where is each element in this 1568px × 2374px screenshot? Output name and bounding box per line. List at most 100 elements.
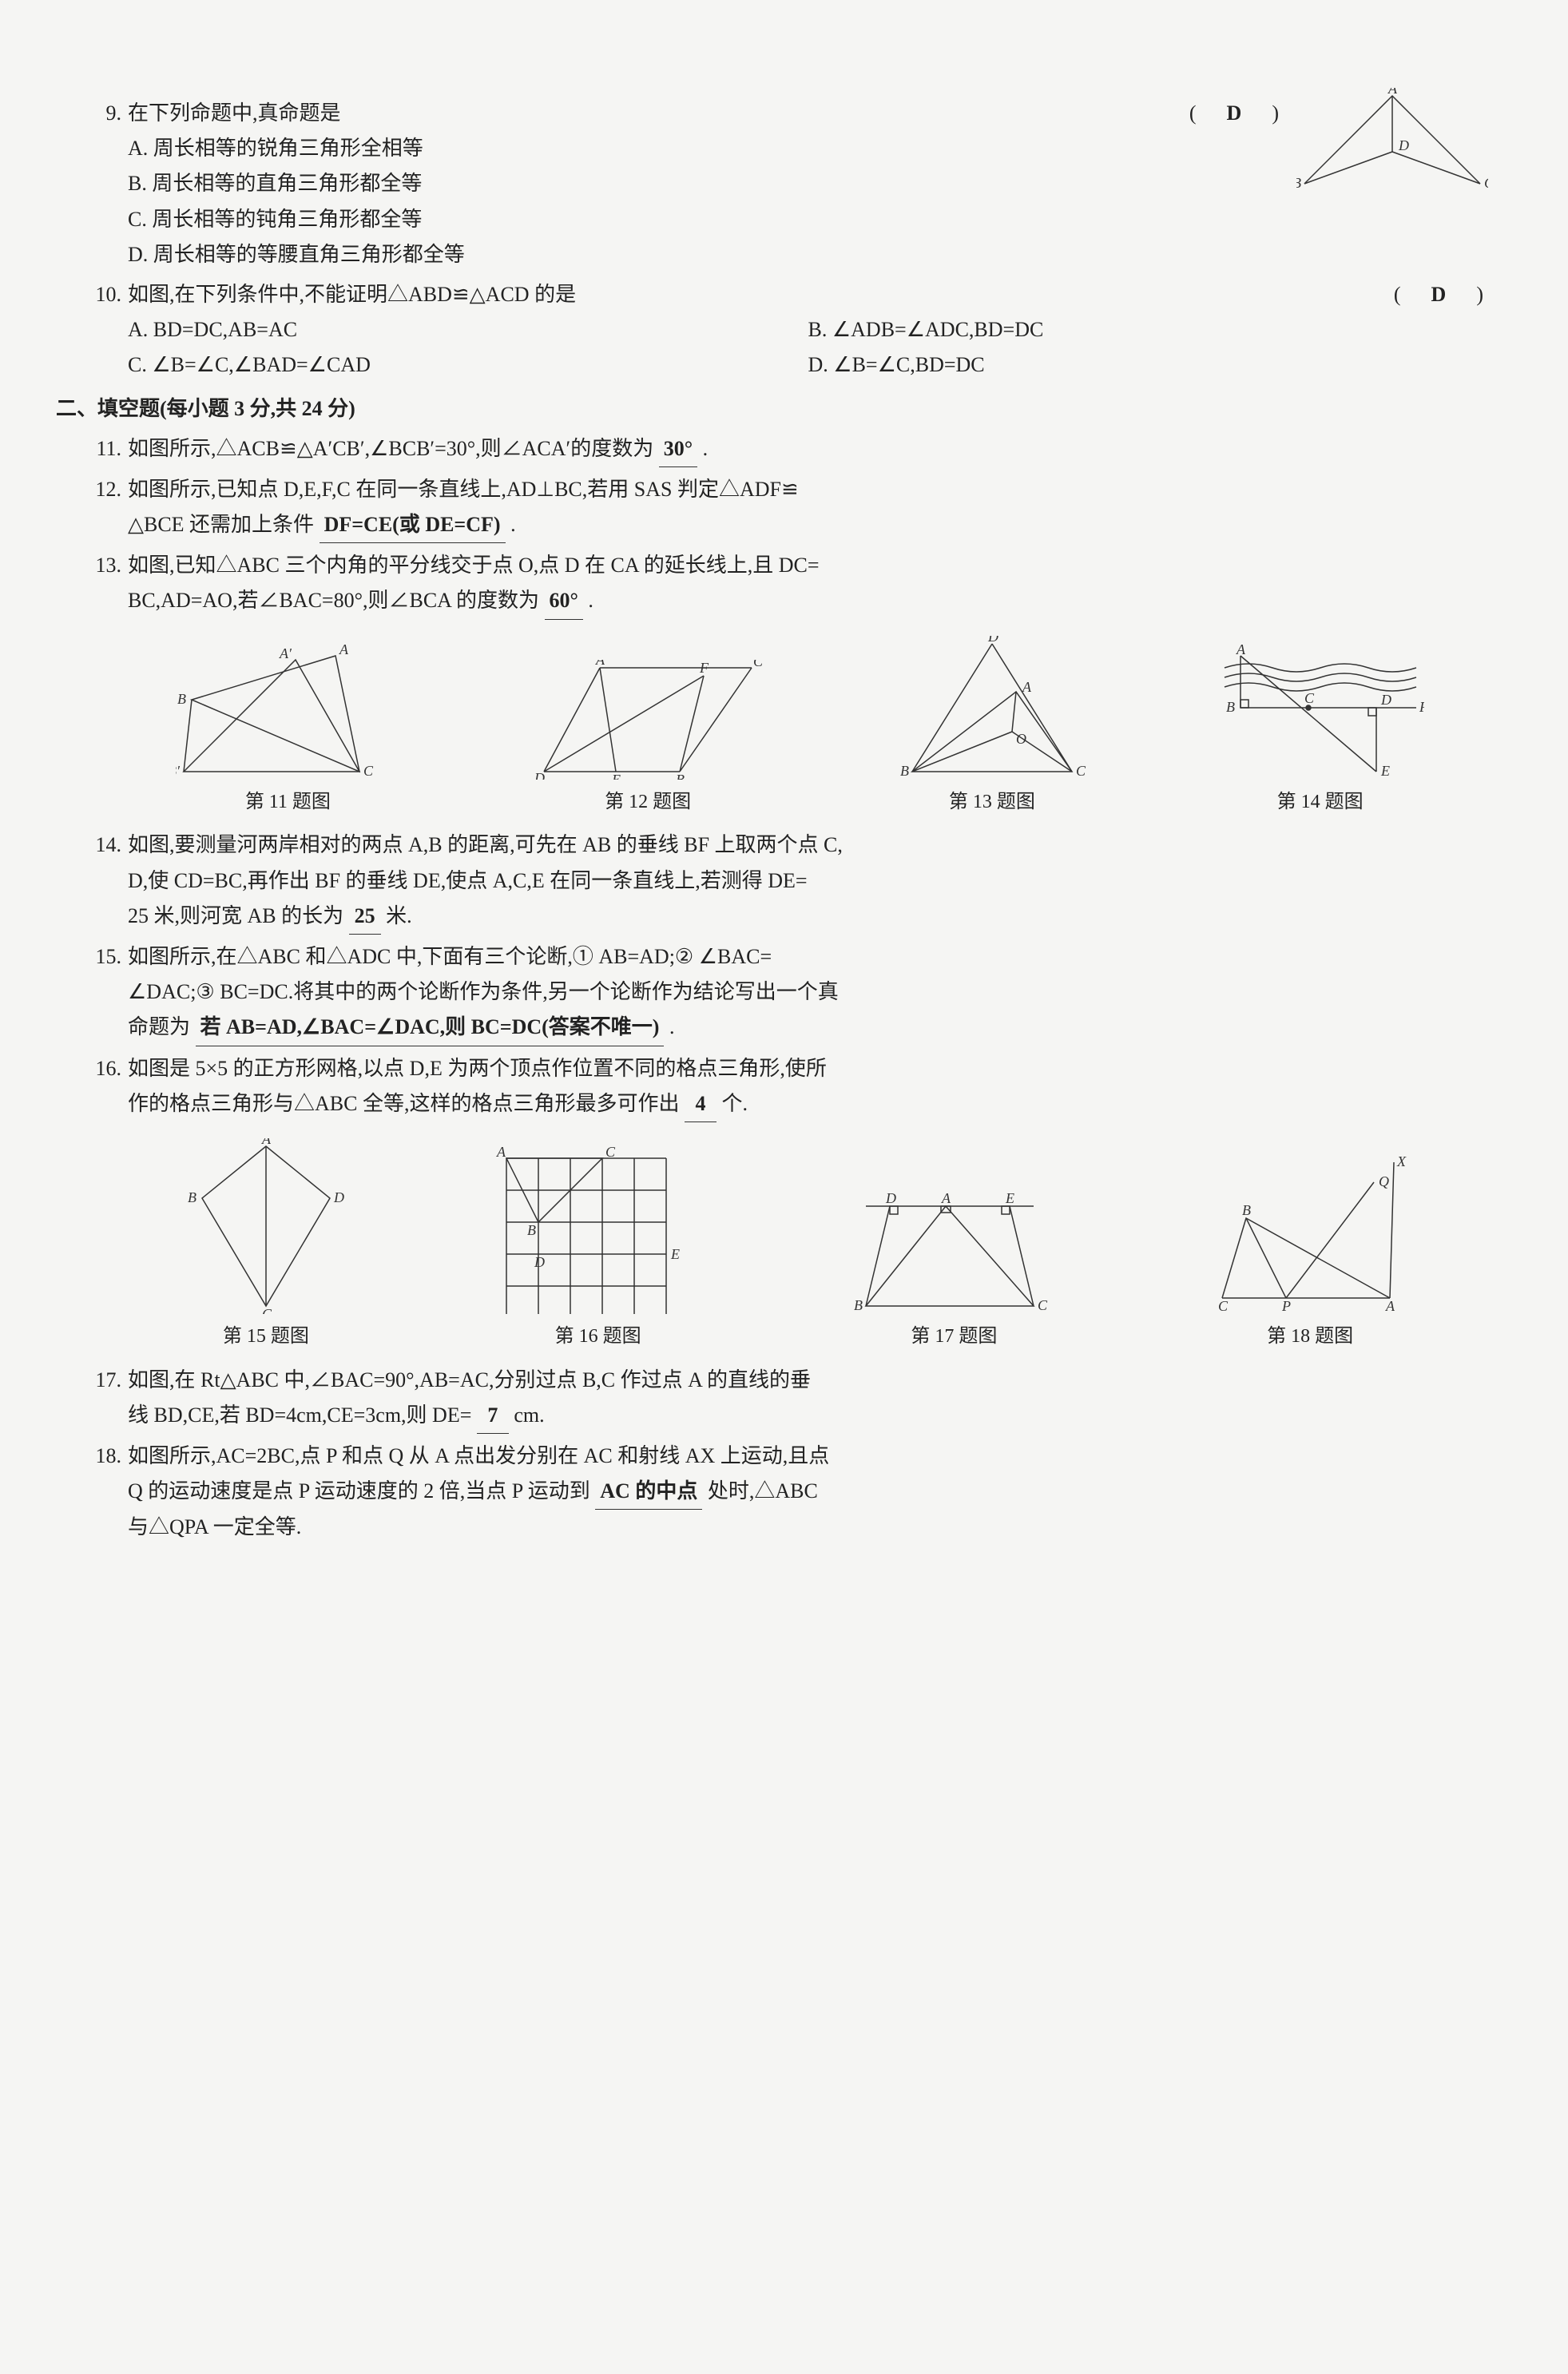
q14-stem-c: 25 米,则河宽 AB 的长为 [128,904,343,927]
svg-text:P: P [1281,1298,1291,1314]
q10-option-d: D. ∠B=∠C,BD=DC [808,347,1489,383]
q14-stem-a: 如图,要测量河两岸相对的两点 A,B 的距离,可先在 AB 的垂线 BF 上取两… [128,828,1488,863]
svg-text:D: D [885,1190,896,1206]
figure-17: BDAEC 第 17 题图 [850,1178,1058,1353]
question-15: 15. 如图所示,在△ABC 和△ADC 中,下面有三个论断,① AB=AD;②… [80,939,1488,1046]
svg-text:B: B [1226,699,1235,715]
q16-blank: 4 [685,1086,717,1122]
svg-text:A: A [595,660,605,668]
q9-option-a: A. 周长相等的锐角三角形全相等 [128,131,1284,166]
q10-number: 10. [80,277,121,312]
figure-row-2: ABDC 第 15 题图 ACBDE 第 16 题图 BDAEC 第 17 题图… [80,1138,1488,1353]
q17-number: 17. [80,1363,121,1398]
svg-text:B: B [527,1222,536,1238]
q10-answer-paren: ( D ) [1394,277,1488,312]
svg-text:D: D [987,636,998,645]
caption-14: 第 14 题图 [1277,786,1364,819]
svg-text:B: B [1296,175,1301,191]
question-12: 12. 如图所示,已知点 D,E,F,C 在同一条直线上,AD⊥BC,若用 SA… [80,472,1488,543]
figure-18: CPABQX 第 18 题图 [1206,1154,1414,1353]
q9-answer-paren: ( D ) [1189,96,1284,131]
section-2-header: 二、填空题(每小题 3 分,共 24 分) [56,391,1488,427]
q10-option-a: A. BD=DC,AB=AC [128,312,808,347]
svg-text:E: E [670,1246,680,1262]
svg-text:B′: B′ [176,763,181,779]
q17-stem-c: cm. [514,1403,544,1427]
q11-stem-b: . [703,437,709,460]
q9-option-c: C. 周长相等的钝角三角形都全等 [128,202,1284,237]
svg-text:C: C [1304,690,1315,706]
svg-text:A: A [1022,679,1032,695]
question-9: ABCD 9. 在下列命题中,真命题是 ( D ) A. 周长相等的锐角三角形全… [80,96,1488,272]
q13-number: 13. [80,548,121,583]
q16-stem-b: 作的格点三角形与△ABC 全等,这样的格点三角形最多可作出 [128,1092,679,1115]
q17-stem-a: 如图,在 Rt△ABC 中,∠BAC=90°,AB=AC,分别过点 B,C 作过… [128,1363,1488,1398]
svg-text:A: A [941,1190,951,1206]
svg-text:D: D [534,770,545,780]
svg-text:B: B [676,772,685,780]
q18-stem-c: 处时,△ABC [708,1479,818,1503]
svg-text:B: B [900,763,909,779]
figure-row-1: BB′CAA′ 第 11 题图 DEBAFC 第 12 题图 BCADO 第 1… [80,636,1488,819]
svg-text:F: F [699,660,709,676]
caption-16: 第 16 题图 [555,1320,641,1353]
svg-text:A: A [1385,1298,1395,1314]
q13-stem-c: . [588,589,593,612]
q18-stem-b: Q 的运动速度是点 P 运动速度的 2 倍,当点 P 运动到 [128,1479,590,1503]
q10-stem: 如图,在下列条件中,不能证明△ABD≌△ACD 的是 [128,283,576,306]
svg-text:C: C [1076,763,1086,779]
question-14: 14. 如图,要测量河两岸相对的两点 A,B 的距离,可先在 AB 的垂线 BF… [80,828,1488,935]
question-17: 17. 如图,在 Rt△ABC 中,∠BAC=90°,AB=AC,分别过点 B,… [80,1363,1488,1434]
svg-text:C: C [1484,175,1488,191]
q16-number: 16. [80,1051,121,1086]
svg-text:C: C [753,660,764,669]
figure-14: ABCDFE 第 14 题图 [1217,644,1424,819]
q12-stem-c: . [510,513,516,536]
svg-text:D: D [534,1254,545,1270]
question-18: 18. 如图所示,AC=2BC,点 P 和点 Q 从 A 点出发分别在 AC 和… [80,1439,1488,1546]
figure-13: B C A D O 第 13 题图 [896,636,1088,819]
svg-text:B: B [1242,1202,1251,1218]
caption-11: 第 11 题图 [245,786,331,819]
svg-text:B: B [177,691,186,707]
svg-text:D: D [333,1189,344,1205]
svg-text:A: A [339,644,349,657]
q9-stem: 在下列命题中,真命题是 [128,101,341,125]
q11-stem-a: 如图所示,△ACB≌△A′CB′,∠BCB′=30°,则∠ACA′的度数为 [128,437,653,460]
svg-text:D: D [1398,137,1409,153]
svg-text:F: F [1419,699,1424,715]
q9-option-b: B. 周长相等的直角三角形都全等 [128,166,1284,201]
q12-stem-a: 如图所示,已知点 D,E,F,C 在同一条直线上,AD⊥BC,若用 SAS 判定… [128,472,1488,507]
svg-text:D: D [1380,692,1391,708]
question-13: 13. 如图,已知△ABC 三个内角的平分线交于点 O,点 D 在 CA 的延长… [80,548,1488,619]
svg-text:A: A [1387,88,1398,97]
svg-text:C: C [363,763,374,779]
svg-text:C: C [1038,1297,1048,1313]
svg-text:X: X [1396,1154,1407,1169]
svg-text:C: C [605,1146,616,1160]
q15-stem-a: 如图所示,在△ABC 和△ADC 中,下面有三个论断,① AB=AD;② ∠BA… [128,939,1488,975]
q18-blank: AC 的中点 [595,1474,702,1510]
q15-blank: 若 AB=AD,∠BAC=∠DAC,则 BC=DC(答案不唯一) [196,1010,665,1046]
q11-blank: 30° [659,431,697,467]
svg-text:E: E [611,772,621,780]
svg-text:O: O [1016,731,1026,747]
question-11: 11. 如图所示,△ACB≌△A′CB′,∠BCB′=30°,则∠ACA′的度数… [80,431,1488,467]
q12-stem-b: △BCE 还需加上条件 [128,513,314,536]
svg-text:C: C [262,1306,272,1314]
svg-text:B: B [854,1297,863,1313]
caption-12: 第 12 题图 [605,786,691,819]
question-10: 10. 如图,在下列条件中,不能证明△ABD≌△ACD 的是 ( D ) A. … [80,277,1488,383]
svg-text:Q: Q [1379,1173,1389,1189]
caption-13: 第 13 题图 [949,786,1035,819]
q14-stem-b: D,使 CD=BC,再作出 BF 的垂线 DE,使点 A,C,E 在同一条直线上… [128,863,1488,899]
q14-number: 14. [80,828,121,863]
caption-17: 第 17 题图 [911,1320,997,1353]
q10-option-c: C. ∠B=∠C,∠BAD=∠CAD [128,347,808,383]
q14-stem-d: 米. [386,904,412,927]
q13-stem-a: 如图,已知△ABC 三个内角的平分线交于点 O,点 D 在 CA 的延长线上,且… [128,548,1488,583]
svg-text:C: C [1218,1298,1229,1314]
q17-stem-b: 线 BD,CE,若 BD=4cm,CE=3cm,则 DE= [128,1403,471,1427]
figure-q9-q10: A B C D [1296,88,1488,211]
q16-stem-a: 如图是 5×5 的正方形网格,以点 D,E 为两个顶点作位置不同的格点三角形,使… [128,1051,1488,1086]
